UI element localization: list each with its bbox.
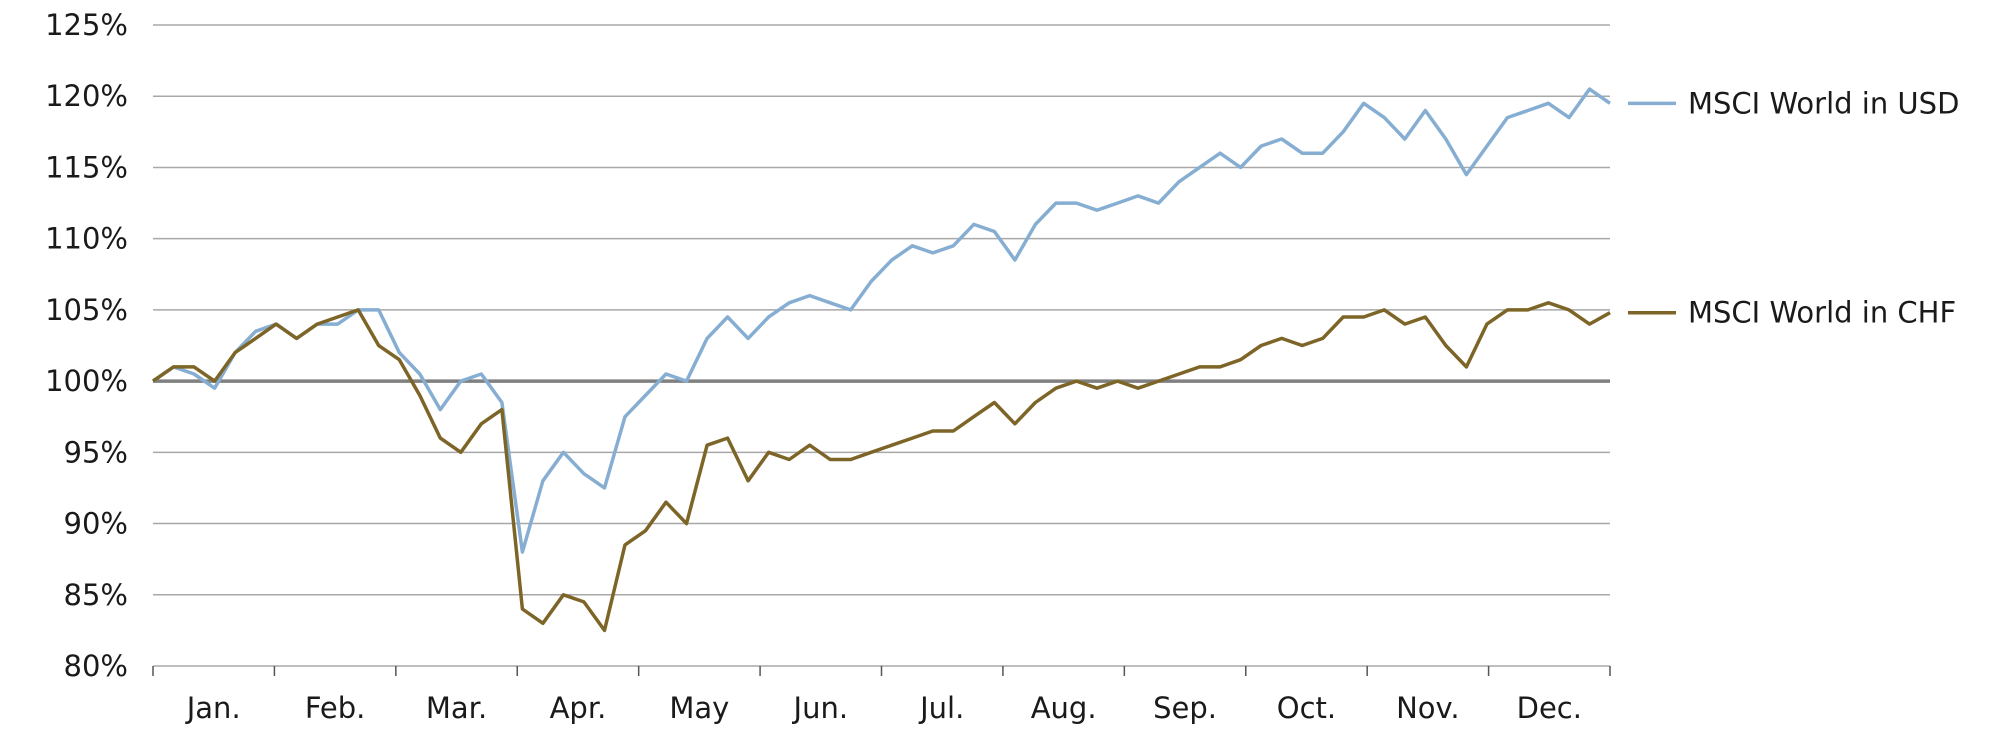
x-tick-label: Nov. (1396, 691, 1460, 725)
x-tick-label: May (669, 691, 729, 725)
series-line (152, 87, 1611, 554)
series-line (152, 301, 1611, 633)
y-tick-label: 95% (64, 435, 128, 469)
y-tick-label: 105% (45, 293, 128, 327)
legend-label: MSCI World in USD (1688, 86, 1959, 120)
x-tick-label: Feb. (305, 691, 366, 725)
y-tick-label: 85% (64, 578, 128, 612)
x-tick-label: Aug. (1031, 691, 1097, 725)
x-tick-label: Oct. (1277, 691, 1336, 725)
y-tick-label: 80% (64, 649, 128, 683)
x-tick-label: Apr. (550, 691, 607, 725)
y-tick-label: 120% (45, 79, 128, 113)
y-tick-label: 125% (45, 8, 128, 42)
x-tick-label: Dec. (1517, 691, 1582, 725)
x-tick-label: Jan. (185, 691, 241, 725)
y-tick-label: 115% (45, 150, 128, 184)
x-tick-label: Jun. (792, 691, 849, 725)
x-tick-label: Jul. (918, 691, 964, 725)
legend-label: MSCI World in CHF (1688, 296, 1956, 330)
x-tick-label: Sep. (1153, 691, 1217, 725)
y-tick-label: 110% (45, 222, 128, 256)
y-tick-label: 100% (45, 364, 128, 398)
x-tick-label: Mar. (426, 691, 487, 725)
y-tick-label: 90% (64, 507, 128, 541)
